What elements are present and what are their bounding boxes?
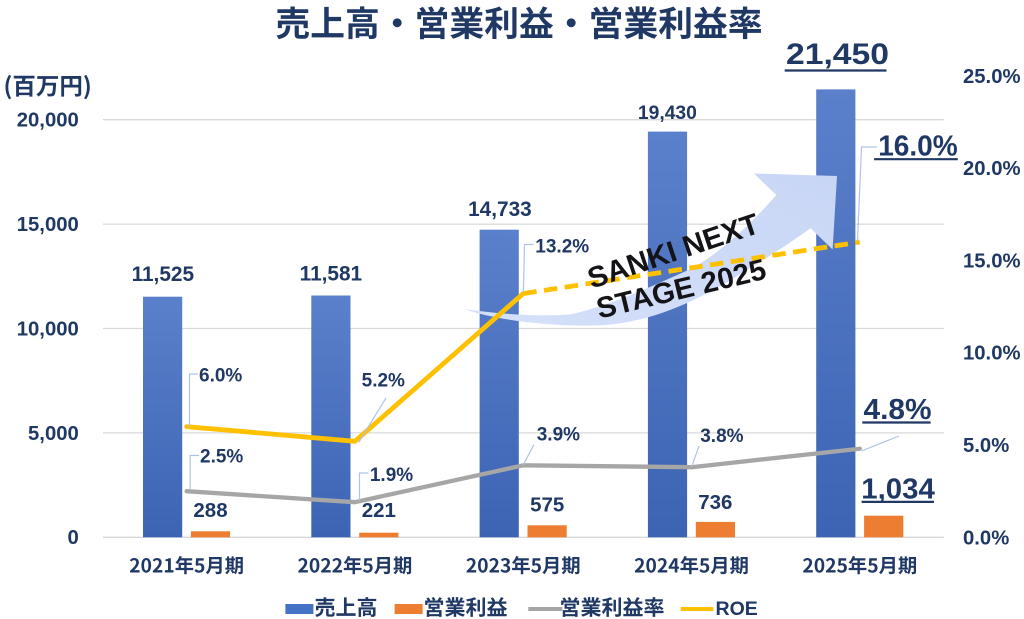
svg-text:15,000: 15,000	[17, 214, 79, 236]
svg-text:0: 0	[68, 527, 79, 549]
svg-text:20,000: 20,000	[17, 110, 79, 132]
svg-text:4.8%: 4.8%	[864, 394, 932, 426]
svg-text:20.0%: 20.0%	[963, 158, 1021, 180]
svg-text:221: 221	[362, 499, 396, 522]
svg-text:19,430: 19,430	[638, 103, 697, 124]
svg-text:736: 736	[698, 491, 732, 514]
svg-text:288: 288	[193, 499, 227, 522]
svg-text:3.9%: 3.9%	[537, 424, 580, 445]
svg-text:5,000: 5,000	[28, 423, 79, 445]
svg-text:10,000: 10,000	[17, 319, 79, 341]
svg-text:3.8%: 3.8%	[700, 426, 743, 447]
svg-text:5.0%: 5.0%	[963, 435, 1009, 457]
svg-text:ROE: ROE	[716, 598, 758, 619]
svg-text:0.0%: 0.0%	[963, 527, 1009, 549]
svg-text:13.2%: 13.2%	[535, 236, 589, 257]
svg-text:16.0%: 16.0%	[878, 130, 958, 162]
svg-text:2.5%: 2.5%	[200, 447, 243, 468]
svg-text:1.9%: 1.9%	[370, 465, 413, 486]
svg-text:21,450: 21,450	[786, 38, 889, 71]
svg-text:25.0%: 25.0%	[963, 66, 1021, 88]
svg-text:14,733: 14,733	[468, 198, 532, 221]
svg-text:5.2%: 5.2%	[362, 371, 405, 392]
svg-text:575: 575	[530, 493, 564, 516]
svg-text:6.0%: 6.0%	[199, 366, 242, 387]
svg-text:11,525: 11,525	[132, 263, 194, 286]
svg-text:1,034: 1,034	[861, 473, 935, 505]
svg-text:15.0%: 15.0%	[963, 250, 1021, 272]
svg-text:10.0%: 10.0%	[963, 343, 1021, 365]
svg-text:11,581: 11,581	[300, 263, 362, 286]
